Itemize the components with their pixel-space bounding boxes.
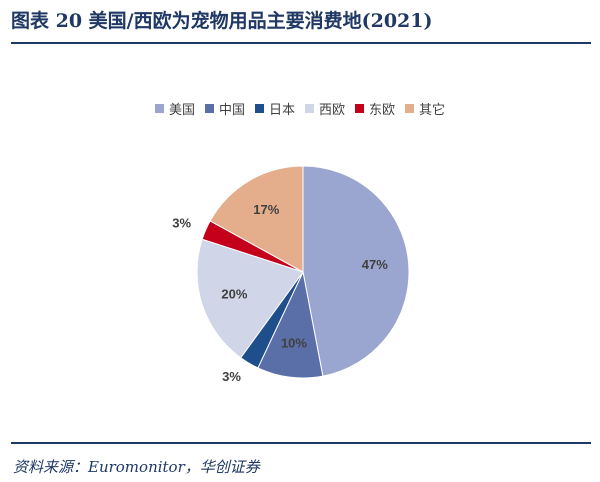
legend-label: 日本	[268, 103, 295, 118]
legend-swatch	[204, 104, 214, 113]
pie-slice	[302, 165, 410, 377]
pie-data-label: 3%	[222, 369, 241, 384]
title-divider	[11, 42, 591, 44]
legend-item: 中国	[204, 99, 245, 118]
legend-item: 东欧	[355, 99, 395, 118]
footer-divider	[11, 442, 591, 444]
legend-swatch	[305, 104, 314, 113]
legend-item: 美国	[154, 99, 195, 118]
legend-swatch	[254, 104, 264, 113]
pie-data-label: 47%	[362, 257, 388, 272]
pie-data-label: 3%	[172, 216, 191, 231]
legend-label: 其它	[419, 103, 446, 118]
legend-label: 美国	[168, 103, 195, 118]
legend-label: 西欧	[319, 103, 346, 118]
pie-data-label: 17%	[253, 202, 279, 217]
pie-slice	[209, 165, 304, 273]
source-note: 资料来源：Euromonitor，华创证券	[13, 458, 260, 476]
legend-swatch	[355, 104, 365, 113]
legend-item: 西欧	[305, 99, 345, 118]
pie-data-label: 20%	[221, 286, 247, 301]
chart-title: 图表 20 美国/西欧为宠物用品主要消费地(2021)	[11, 10, 433, 32]
legend-item: 其它	[405, 99, 445, 118]
legend-label: 东欧	[369, 103, 396, 118]
legend-item: 日本	[254, 99, 295, 118]
pie-data-label: 10%	[281, 336, 307, 351]
pie-slice	[196, 238, 304, 359]
legend-swatch	[405, 104, 415, 113]
chart-legend: 美国 中国 日本 西欧 东欧 其它	[0, 99, 600, 118]
legend-label: 中国	[218, 103, 245, 118]
legend-swatch	[154, 104, 164, 113]
